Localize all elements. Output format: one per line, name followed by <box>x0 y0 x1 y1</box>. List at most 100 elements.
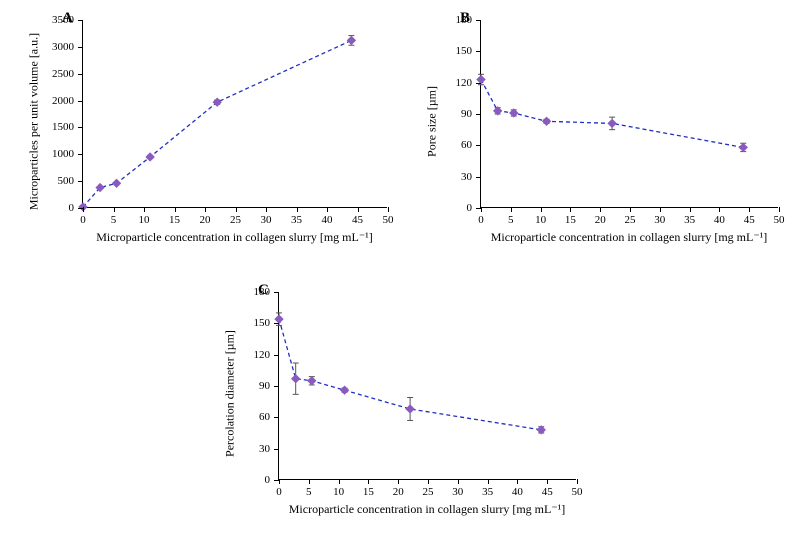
x-tick-label: 15 <box>169 214 180 226</box>
series-line <box>481 80 743 148</box>
x-tick-label: 45 <box>542 486 553 498</box>
series-c <box>279 292 577 480</box>
ylabel-b: Pore size [µm] <box>425 86 440 157</box>
data-marker <box>347 36 355 44</box>
x-tick-label: 25 <box>423 486 434 498</box>
x-tick-label: 40 <box>322 214 333 226</box>
data-marker <box>739 143 747 151</box>
y-tick-mark <box>274 417 279 418</box>
data-marker <box>308 377 316 385</box>
x-tick-mark <box>577 479 578 484</box>
series-b <box>481 20 779 208</box>
chart-b: B 051015202530354045500306090120150180 M… <box>420 8 798 268</box>
x-tick-mark <box>266 207 267 212</box>
x-tick-mark <box>547 479 548 484</box>
x-tick-label: 5 <box>306 486 312 498</box>
xlabel-b: Microparticle concentration in collagen … <box>491 230 768 245</box>
x-tick-mark <box>205 207 206 212</box>
y-tick-label: 3000 <box>52 41 74 53</box>
y-tick-mark <box>476 83 481 84</box>
y-tick-mark <box>78 127 83 128</box>
y-tick-mark <box>476 177 481 178</box>
x-tick-mark <box>660 207 661 212</box>
data-marker <box>292 375 300 383</box>
x-tick-label: 10 <box>333 486 344 498</box>
x-tick-mark <box>541 207 542 212</box>
xlabel-a: Microparticle concentration in collagen … <box>96 230 373 245</box>
y-tick-mark <box>274 292 279 293</box>
x-tick-mark <box>630 207 631 212</box>
x-tick-label: 25 <box>625 214 636 226</box>
y-tick-mark <box>78 208 83 209</box>
y-tick-mark <box>476 20 481 21</box>
plot-area-c: 051015202530354045500306090120150180 <box>278 292 576 480</box>
y-tick-label: 500 <box>58 175 75 187</box>
y-tick-label: 1000 <box>52 148 74 160</box>
x-tick-label: 30 <box>654 214 665 226</box>
y-tick-label: 60 <box>259 411 270 423</box>
y-tick-label: 0 <box>467 202 473 214</box>
x-tick-mark <box>398 479 399 484</box>
x-tick-mark <box>327 207 328 212</box>
y-tick-mark <box>476 145 481 146</box>
y-tick-label: 30 <box>461 171 472 183</box>
x-tick-mark <box>690 207 691 212</box>
x-tick-mark <box>236 207 237 212</box>
x-tick-mark <box>600 207 601 212</box>
x-tick-label: 25 <box>230 214 241 226</box>
xlabel-c: Microparticle concentration in collagen … <box>289 502 566 517</box>
x-tick-mark <box>428 479 429 484</box>
x-tick-label: 0 <box>276 486 282 498</box>
x-tick-mark <box>339 479 340 484</box>
x-tick-label: 5 <box>508 214 514 226</box>
y-tick-mark <box>476 51 481 52</box>
y-tick-label: 120 <box>456 77 473 89</box>
y-tick-label: 90 <box>461 108 472 120</box>
x-tick-label: 20 <box>595 214 606 226</box>
x-tick-mark <box>570 207 571 212</box>
x-tick-mark <box>517 479 518 484</box>
x-tick-mark <box>749 207 750 212</box>
x-tick-label: 15 <box>565 214 576 226</box>
x-tick-label: 10 <box>139 214 150 226</box>
x-tick-label: 50 <box>383 214 394 226</box>
data-marker <box>146 153 154 161</box>
y-tick-label: 150 <box>456 45 473 57</box>
y-tick-label: 0 <box>69 202 75 214</box>
x-tick-label: 30 <box>261 214 272 226</box>
x-tick-mark <box>779 207 780 212</box>
y-tick-label: 2500 <box>52 68 74 80</box>
y-tick-mark <box>274 386 279 387</box>
x-tick-label: 30 <box>452 486 463 498</box>
x-tick-mark <box>83 207 84 212</box>
x-tick-label: 15 <box>363 486 374 498</box>
y-tick-mark <box>274 449 279 450</box>
y-tick-mark <box>274 480 279 481</box>
x-tick-mark <box>388 207 389 212</box>
x-tick-label: 5 <box>111 214 117 226</box>
x-tick-label: 0 <box>478 214 484 226</box>
x-tick-label: 50 <box>774 214 785 226</box>
x-tick-label: 40 <box>714 214 725 226</box>
x-tick-label: 10 <box>535 214 546 226</box>
y-tick-mark <box>476 208 481 209</box>
x-tick-label: 20 <box>200 214 211 226</box>
x-tick-label: 40 <box>512 486 523 498</box>
x-tick-mark <box>309 479 310 484</box>
y-tick-mark <box>78 154 83 155</box>
series-a <box>83 20 388 208</box>
chart-c: C 051015202530354045500306090120150180 M… <box>218 280 596 540</box>
x-tick-mark <box>458 479 459 484</box>
y-tick-label: 180 <box>456 14 473 26</box>
series-line <box>83 40 351 207</box>
x-tick-mark <box>279 479 280 484</box>
y-tick-mark <box>274 355 279 356</box>
y-tick-mark <box>78 20 83 21</box>
y-tick-label: 0 <box>265 474 271 486</box>
x-tick-label: 35 <box>684 214 695 226</box>
y-tick-label: 90 <box>259 380 270 392</box>
x-tick-label: 50 <box>572 486 583 498</box>
x-tick-label: 45 <box>352 214 363 226</box>
y-tick-label: 180 <box>254 286 271 298</box>
x-tick-mark <box>368 479 369 484</box>
